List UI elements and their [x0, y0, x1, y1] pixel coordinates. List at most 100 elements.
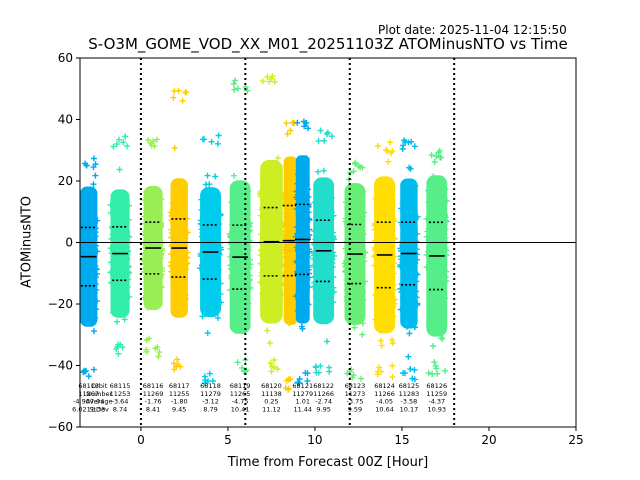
chart-title: S-O3M_GOME_VOD_XX_M01_20251103Z ATOMinus… [88, 35, 568, 53]
cluster-68126 [423, 147, 450, 378]
stats-value: -1.80 [171, 398, 188, 406]
cluster-68113 [80, 155, 101, 380]
x-tick-label: 10 [307, 433, 322, 447]
stats-legend-label: Orbit [91, 382, 108, 390]
cluster-markers [197, 132, 224, 386]
cluster-68125 [397, 137, 421, 383]
stats-value: 11265 [230, 390, 251, 398]
cluster-68115 [107, 133, 133, 357]
stats-value: 11266 [374, 390, 395, 398]
stats-value: 11259 [426, 390, 447, 398]
stats-value: 68116 [143, 382, 164, 390]
cluster-68123 [341, 159, 369, 382]
y-tick-label: −60 [48, 420, 73, 434]
cluster-markers [257, 73, 286, 375]
cluster-68118 [197, 132, 224, 386]
stats-value: 11253 [110, 390, 131, 398]
y-tick-label: 0 [65, 236, 73, 250]
x-tick-label: 0 [137, 433, 145, 447]
cluster-markers [292, 118, 313, 386]
stats-value: 11.44 [293, 405, 312, 413]
y-tick-label: −40 [48, 359, 73, 373]
cluster-68119 [226, 77, 254, 375]
stats-value: 11279 [200, 390, 221, 398]
y-axis-label: ATOMinusNTO [19, 195, 35, 289]
stats-value: 11279 [292, 390, 313, 398]
stats-value: -4.907.04 [73, 398, 104, 406]
cluster-markers [310, 127, 338, 376]
cluster-68116 [140, 136, 166, 360]
stats-value: 68125 [399, 382, 420, 390]
stats-value: 9.59 [348, 405, 362, 413]
stats-value: 68124 [374, 382, 395, 390]
y-tick-label: 40 [58, 113, 73, 127]
scatter-clusters [80, 73, 450, 393]
stats-value: 68126 [426, 382, 447, 390]
stats-annotations: OrbitNumberAverageStDev6811311267-4.907.… [72, 382, 447, 413]
stats-value: 10.17 [400, 405, 419, 413]
stats-value: -4.37 [428, 398, 445, 406]
x-tick-label: 25 [568, 433, 583, 447]
y-tick-label: 60 [58, 51, 73, 65]
stats-value: 8.41 [146, 405, 160, 413]
cluster-markers [167, 87, 191, 373]
stats-value: 9.95 [316, 405, 330, 413]
reference-lines [80, 58, 576, 427]
cluster-68124 [371, 139, 398, 380]
cluster-markers [226, 77, 254, 375]
stats-value: -3.58 [401, 398, 418, 406]
stats-value: 68121 [292, 382, 313, 390]
stats-legend-label: Number [86, 390, 112, 398]
stats-value: 0.25 [264, 398, 278, 406]
x-tick-label: 20 [481, 433, 496, 447]
stats-value: 11138 [261, 390, 282, 398]
axes: 0 5 10 15 20 25 −60 −40 −20 0 20 40 60 [48, 51, 584, 447]
stats-value: 68120 [261, 382, 282, 390]
stats-value: -1.76 [145, 398, 162, 406]
stats-value: 68123 [345, 382, 366, 390]
stats-value: -4.05 [376, 398, 393, 406]
stats-value: -2.74 [315, 398, 332, 406]
stats-value: 11273 [345, 390, 366, 398]
stats-legend-label: Average [86, 398, 113, 406]
stats-value: 68119 [230, 382, 251, 390]
stats-value: 1.01 [296, 398, 310, 406]
cluster-68122 [310, 127, 338, 376]
stats-value: 68113 [78, 382, 99, 390]
stats-value: 11255 [169, 390, 190, 398]
stats-value: 10.93 [427, 405, 446, 413]
stats-value: 68115 [110, 382, 131, 390]
stats-value: -3.12 [202, 398, 219, 406]
x-tick-label: 5 [224, 433, 232, 447]
stats-value: 9.45 [172, 405, 186, 413]
stats-value: -3.64 [112, 398, 129, 406]
stats-value: -4.75 [232, 398, 249, 406]
stats-value: 68118 [200, 382, 221, 390]
stats-value: 68117 [169, 382, 190, 390]
stats-value: 10.64 [375, 405, 394, 413]
stats-value: 68122 [313, 382, 334, 390]
stats-value: 11283 [399, 390, 420, 398]
stats-value: 11267 [78, 390, 99, 398]
y-tick-label: −20 [48, 297, 73, 311]
cluster-68120 [257, 73, 286, 375]
stats-value: -3.75 [347, 398, 364, 406]
cluster-markers [107, 133, 133, 357]
cluster-markers [140, 136, 166, 360]
cluster-68121 [292, 118, 313, 386]
stats-value: 8.79 [203, 405, 217, 413]
